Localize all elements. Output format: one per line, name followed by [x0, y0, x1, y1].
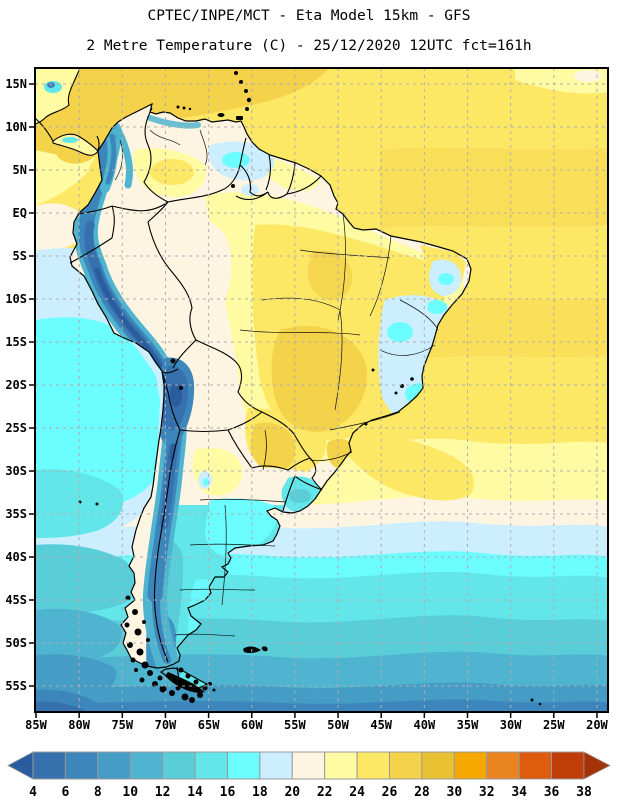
- lon-tick-label: 30W: [500, 718, 522, 732]
- colorbar-cell: [194, 751, 228, 780]
- colorbar-legend: 4 6 8 10 12 14 16 18 20 22 24 26 28 30 32 34 36 38: [7, 751, 611, 800]
- lat-tick-label: 30S: [5, 464, 27, 478]
- colorbar-tick-label: 26: [382, 785, 398, 800]
- colorbar-cell: [518, 751, 553, 780]
- lat-tick-label: 10N: [5, 120, 27, 134]
- colorbar-cell: [324, 751, 358, 780]
- lat-tick-label: 40S: [5, 550, 27, 564]
- lon-tick-label: 65W: [198, 718, 220, 732]
- colorbar-tick-label: 4: [29, 785, 37, 800]
- lat-tick-label: 25S: [5, 421, 27, 435]
- colorbar-tick-label: 12: [155, 785, 171, 800]
- colorbar-tick-label: 20: [284, 785, 300, 800]
- lat-tick-label: 5S: [13, 249, 27, 263]
- islands-and-specks: [78, 71, 542, 706]
- lat-tick-label: 55S: [5, 679, 27, 693]
- colorbar-cell: [356, 751, 391, 780]
- colorbar-cell: [291, 751, 326, 780]
- colorbar-tick-label: 18: [252, 785, 268, 800]
- colorbar-cell: [453, 751, 488, 780]
- lon-tick-label: 80W: [68, 718, 90, 732]
- state-borders: [114, 129, 439, 637]
- map-title-line2: 2 Metre Temperature (C) - 25/12/2020 12U…: [86, 38, 531, 54]
- lon-tick-label: 60W: [241, 718, 263, 732]
- colorbar-cell: [97, 751, 131, 780]
- lon-tick-label: 45W: [370, 718, 392, 732]
- colorbar-tick-label: 16: [220, 785, 236, 800]
- lat-tick-label: 10S: [5, 292, 27, 306]
- map-title-line1: CPTEC/INPE/MCT - Eta Model 15km - GFS: [147, 8, 470, 24]
- colorbar-tick-label: 10: [122, 785, 138, 800]
- colorbar-arrow-left: [7, 751, 34, 780]
- colorbar-cell: [259, 751, 293, 780]
- colorbar-cell: [551, 751, 585, 780]
- colorbar-cell: [389, 751, 423, 780]
- lat-tick-label: 20S: [5, 378, 27, 392]
- colorbar-tick-label: 30: [447, 785, 463, 800]
- lon-tick-label: 75W: [111, 718, 133, 732]
- lon-tick-label: 40W: [414, 718, 436, 732]
- lon-tick-label: 50W: [327, 718, 349, 732]
- lat-tick-label: 50S: [5, 636, 27, 650]
- colorbar-tick-label: 38: [576, 785, 592, 800]
- gridlines: [35, 68, 608, 712]
- lon-tick-label: 25W: [543, 718, 565, 732]
- colorbar-cell: [226, 751, 261, 780]
- lon-tick-label: 35W: [457, 718, 479, 732]
- colorbar-tick-label: 24: [349, 785, 365, 800]
- lat-tick-label: 45S: [5, 593, 27, 607]
- lon-tick-label: 70W: [155, 718, 177, 732]
- colorbar-tick-label: 8: [94, 785, 102, 800]
- colorbar-cell: [486, 751, 520, 780]
- lat-tick-label: 5N: [13, 163, 27, 177]
- colorbar-tick-label: 36: [544, 785, 560, 800]
- colorbar-tick-label: 28: [414, 785, 430, 800]
- colorbar-tick-label: 22: [317, 785, 333, 800]
- lon-tick-label: 85W: [25, 718, 47, 732]
- colorbar-cell: [162, 751, 196, 780]
- lat-tick-label: 35S: [5, 507, 27, 521]
- colorbar-tick-label: 14: [187, 785, 203, 800]
- lon-tick-label: 55W: [284, 718, 306, 732]
- colorbar-cell: [421, 751, 455, 780]
- plot-frame: [34, 67, 609, 713]
- colorbar-arrow-right: [583, 751, 611, 780]
- lat-tick-label: 15S: [5, 335, 27, 349]
- colorbar-cell: [129, 751, 164, 780]
- axes: 85W 80W 75W 70W 65W 60W 55W 50W 45W 40W 35W 30W 25W 2…: [5, 77, 608, 732]
- colorbar-tick-label: 32: [479, 785, 495, 800]
- colorbar-cell: [64, 751, 99, 780]
- lon-tick-label: 20W: [586, 718, 608, 732]
- lat-tick-label: EQ: [13, 206, 27, 220]
- lat-tick-label: 15N: [5, 77, 27, 91]
- colorbar-tick-label: 34: [511, 785, 527, 800]
- colorbar-tick-label: 6: [61, 785, 69, 800]
- colorbar-cell: [32, 751, 66, 780]
- map-plot-area: [35, 68, 608, 712]
- country-borders: [69, 102, 472, 689]
